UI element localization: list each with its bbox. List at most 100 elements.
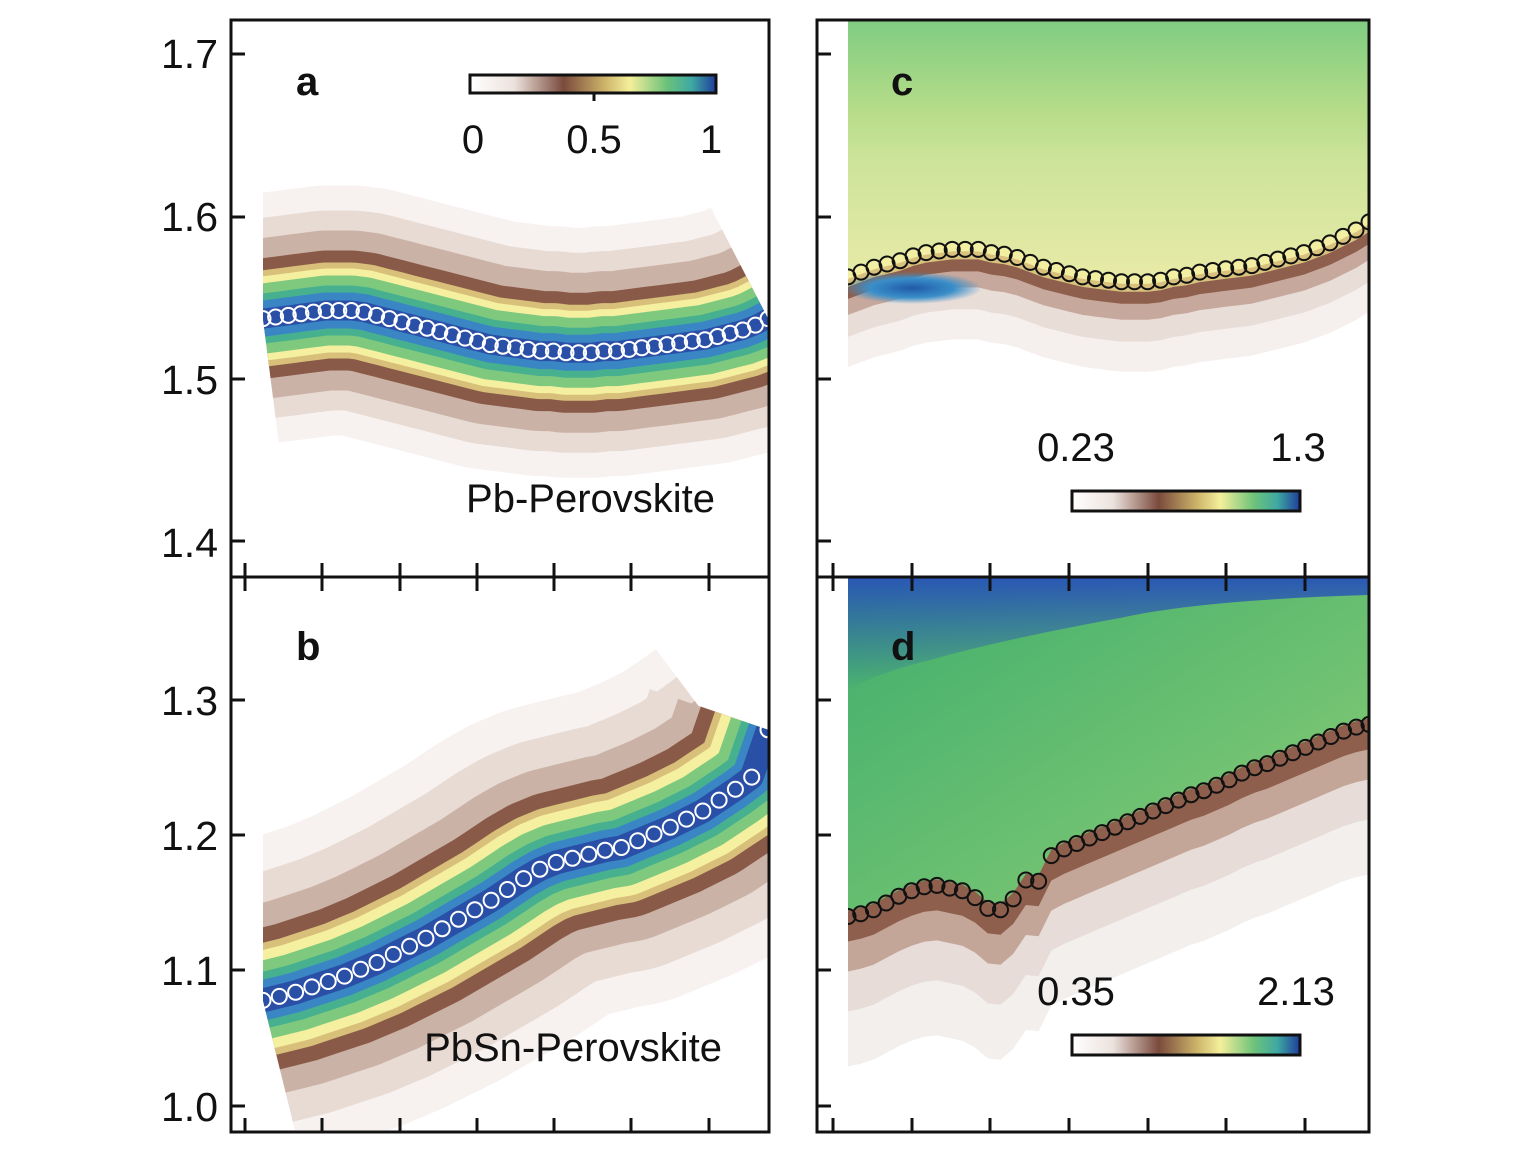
peak-marker bbox=[595, 342, 613, 360]
peak-marker bbox=[564, 849, 581, 867]
peak-marker bbox=[263, 991, 272, 1009]
peak-marker bbox=[319, 973, 337, 990]
peak-marker bbox=[710, 791, 728, 809]
peak-marker bbox=[877, 894, 895, 912]
y-tick-label: 1.6 bbox=[161, 194, 218, 240]
peak-marker bbox=[1074, 268, 1091, 286]
peak-marker bbox=[532, 342, 550, 360]
peak-marker bbox=[848, 908, 857, 925]
peak-marker bbox=[743, 768, 761, 786]
peak-marker bbox=[393, 313, 411, 331]
peak-marker bbox=[368, 306, 386, 324]
peak-marker bbox=[1017, 871, 1035, 889]
peak-marker bbox=[544, 342, 562, 360]
absorption-region bbox=[848, 20, 1369, 276]
peak-marker bbox=[352, 960, 370, 978]
peak-marker bbox=[943, 240, 961, 258]
peak-marker bbox=[287, 983, 305, 1001]
colorbar-d: 0.35 2.13 bbox=[1037, 970, 1335, 1057]
peak-marker bbox=[443, 326, 461, 344]
panel-c: c 0.23 1.3 bbox=[848, 20, 1369, 576]
colorbar-c-tick-label: 0.23 bbox=[1037, 426, 1115, 470]
absorption-hotspot bbox=[848, 272, 982, 304]
peak-marker bbox=[694, 802, 712, 820]
y-tick-label: 1.3 bbox=[161, 678, 218, 724]
colorbar-c-tick-label: 1.3 bbox=[1270, 426, 1326, 470]
peak-markers-d bbox=[848, 715, 1369, 925]
peak-marker bbox=[417, 929, 435, 947]
colorbar-a-tick-label: 0.5 bbox=[566, 118, 622, 162]
peak-marker bbox=[696, 331, 714, 349]
panel-label-b: PbSn-Perovskite bbox=[424, 1026, 722, 1070]
peak-marker bbox=[979, 899, 997, 917]
peak-marker bbox=[759, 310, 768, 328]
panel-letter-d: d bbox=[891, 625, 915, 669]
y-tick-label: 1.2 bbox=[161, 813, 218, 859]
peak-marker bbox=[878, 255, 896, 273]
panel-letter-a: a bbox=[296, 60, 319, 104]
peak-marker bbox=[330, 302, 348, 319]
peak-marker bbox=[1360, 213, 1369, 231]
peak-marker bbox=[865, 258, 883, 276]
peak-marker bbox=[1282, 247, 1300, 265]
peak-marker bbox=[580, 845, 598, 863]
colorbar-c: 0.23 1.3 bbox=[1037, 426, 1326, 513]
peak-marker bbox=[469, 332, 487, 350]
peak-marker bbox=[303, 978, 321, 996]
peak-marker bbox=[1269, 250, 1287, 268]
peak-marker bbox=[1100, 271, 1117, 289]
panel-label-a: Pb-Perovskite bbox=[466, 477, 715, 521]
peak-marker bbox=[456, 329, 474, 347]
peak-marker bbox=[1204, 262, 1222, 279]
peak-marker bbox=[661, 818, 679, 836]
peak-marker bbox=[671, 334, 689, 352]
peak-marker bbox=[433, 920, 451, 938]
peak-marker bbox=[507, 339, 524, 357]
peak-marker bbox=[1152, 271, 1170, 289]
peak-marker bbox=[1034, 258, 1052, 276]
peak-marker bbox=[1321, 234, 1339, 252]
peak-marker bbox=[629, 832, 647, 850]
peak-marker bbox=[596, 841, 614, 859]
heatmap-d bbox=[848, 578, 1369, 1130]
peak-marker bbox=[317, 302, 335, 319]
peak-marker bbox=[1178, 266, 1196, 284]
absorption-region bbox=[848, 578, 1369, 911]
y-tick-label: 1.5 bbox=[161, 357, 218, 403]
absorption-hotspot bbox=[848, 578, 1369, 690]
y-axis-a: 1.7 1.6 1.5 1.4 bbox=[161, 31, 218, 566]
y-tick-label: 1.7 bbox=[161, 31, 218, 77]
colorbar-a-tick-label: 1 bbox=[700, 118, 722, 162]
peak-marker bbox=[570, 344, 588, 362]
peak-marker bbox=[992, 901, 1009, 919]
peak-marker bbox=[620, 340, 638, 358]
peak-marker bbox=[342, 302, 360, 319]
peak-marker bbox=[557, 344, 575, 362]
peak-marker bbox=[930, 242, 948, 260]
peak-marker bbox=[1165, 268, 1183, 286]
peak-marker bbox=[969, 240, 987, 258]
axes-frames bbox=[229, 18, 1371, 1134]
panel-b: b PbSn-Perovskite 1.3 1.2 1.1 1.0 bbox=[161, 578, 768, 1130]
peak-marker bbox=[864, 901, 882, 919]
heatmap-c bbox=[848, 20, 1369, 576]
peak-marker bbox=[263, 310, 272, 328]
peak-marker bbox=[941, 879, 959, 897]
peak-marker bbox=[759, 721, 768, 739]
peak-marker bbox=[1126, 273, 1143, 291]
panel-letter-c: c bbox=[891, 60, 913, 104]
peak-markers-b bbox=[263, 721, 768, 1009]
peak-marker bbox=[982, 244, 1000, 262]
colorbar-d-tick-label: 0.35 bbox=[1037, 970, 1115, 1014]
peak-marker bbox=[482, 891, 500, 909]
peak-marker bbox=[658, 336, 676, 354]
peak-marker bbox=[547, 853, 565, 871]
peak-marker bbox=[336, 967, 353, 985]
peak-marker bbox=[450, 910, 467, 928]
peak-marker bbox=[519, 340, 537, 358]
peak-marker bbox=[1347, 718, 1365, 736]
peak-marker bbox=[1060, 265, 1078, 283]
y-tick-label: 1.4 bbox=[161, 520, 218, 566]
colorbar-a-tick-label: 0 bbox=[462, 118, 484, 162]
colorbar-d-bar bbox=[1070, 1033, 1302, 1057]
